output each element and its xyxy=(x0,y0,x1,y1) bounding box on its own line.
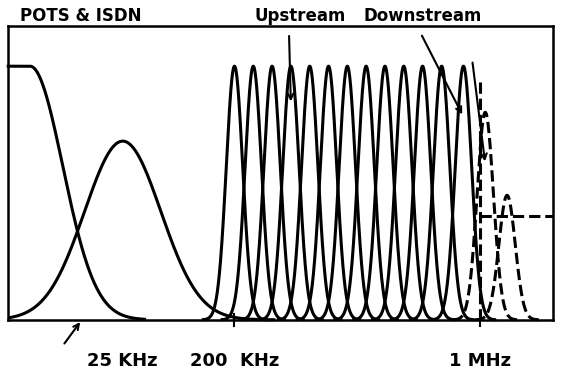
Text: 25 KHz: 25 KHz xyxy=(87,352,158,369)
Text: POTS & ISDN: POTS & ISDN xyxy=(20,7,142,25)
Text: Downstream: Downstream xyxy=(364,7,482,25)
Text: 200  KHz: 200 KHz xyxy=(190,352,279,369)
Text: 1 MHz: 1 MHz xyxy=(449,352,511,369)
Text: Upstream: Upstream xyxy=(255,7,346,25)
